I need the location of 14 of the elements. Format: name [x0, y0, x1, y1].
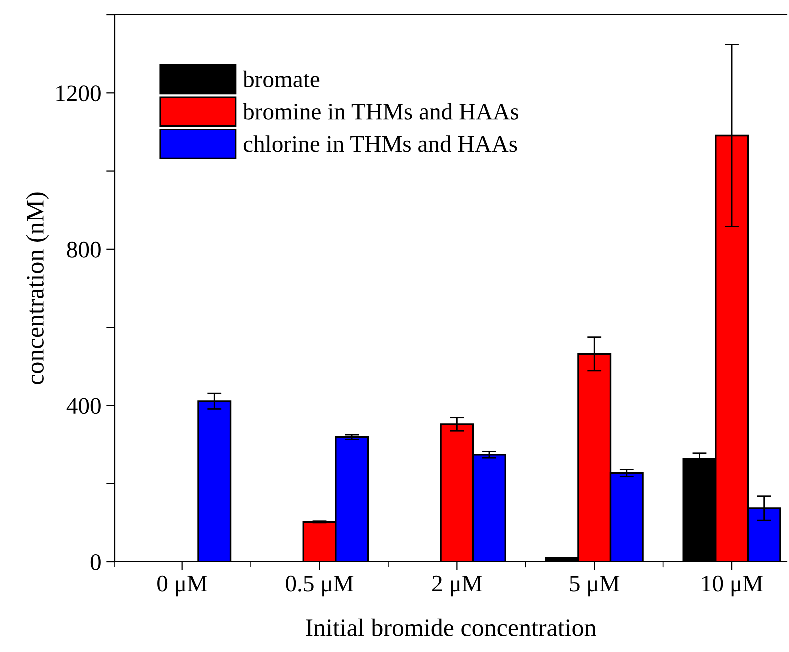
y-axis-title: concentration (nM)	[26, 192, 50, 384]
legend-label: chlorine in THMs and HAAs	[244, 136, 518, 152]
x-tick-label: 2 μM	[432, 576, 482, 597]
x-tick-label: 10 μM	[702, 576, 763, 597]
y-tick-label: 0	[90, 554, 101, 570]
y-tick-label: 800	[67, 242, 101, 258]
x-axis-title: Initial bromide concentration	[306, 618, 596, 636]
x-tick-label: 5 μM	[570, 576, 620, 597]
legend-label: bromate	[243, 70, 320, 88]
y-tick-label: 1200	[56, 86, 101, 102]
legend-label: bromine in THMs and HAAs	[243, 103, 519, 120]
x-tick-label: 0.5 μM	[286, 576, 354, 597]
x-tick-label: 0 μM	[158, 576, 208, 597]
y-tick-label: 400	[66, 398, 101, 414]
